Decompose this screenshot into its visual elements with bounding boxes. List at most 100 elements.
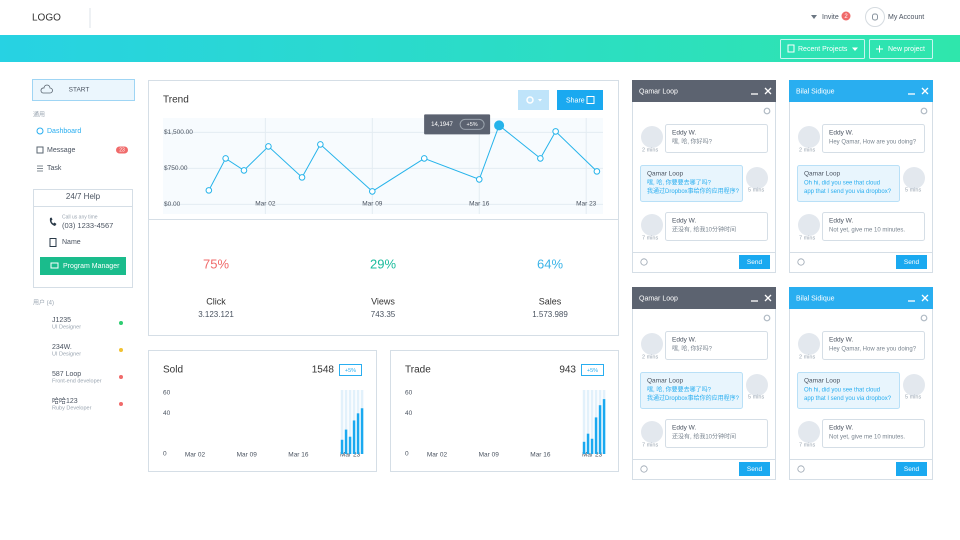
message-bubble	[640, 165, 743, 202]
account[interactable]: My Account	[888, 14, 924, 21]
trend-title: Trend	[163, 95, 189, 106]
message-bubble	[665, 331, 768, 360]
tooltip-label: 14,1947	[431, 122, 453, 128]
message-bubble	[822, 124, 925, 153]
send-button[interactable]	[896, 255, 927, 269]
invite-badge	[841, 11, 851, 21]
x-tick-label: Mar 09	[237, 452, 258, 459]
send-button[interactable]	[739, 462, 770, 476]
help-phone: (03) 1233-4567	[62, 221, 113, 230]
point	[205, 187, 213, 194]
send[interactable]: Send	[904, 466, 920, 473]
close[interactable]	[764, 294, 772, 302]
emoji-icon[interactable]	[797, 258, 805, 266]
share[interactable]: Share	[566, 97, 585, 104]
chat-header	[632, 80, 776, 102]
message-bubble	[665, 419, 768, 448]
new-project[interactable]: New project	[888, 46, 925, 53]
chat-header	[789, 287, 933, 309]
message-text: 还没有, 给我10分钟时间	[672, 433, 736, 441]
user-role: Ruby Developer	[52, 405, 92, 411]
gear-icon[interactable]	[920, 314, 928, 322]
emoji-icon[interactable]	[797, 465, 805, 473]
chat-panel: Bilal Sidique Eddy W. Hey Qamar, How are y…	[789, 80, 933, 273]
invite[interactable]: Invite	[822, 14, 839, 21]
user-name[interactable]: J1235	[52, 317, 71, 324]
y-tick-label: 0	[405, 451, 409, 458]
nav-dashboard[interactable]: Dashboard	[47, 128, 81, 135]
avatar	[798, 126, 820, 148]
point	[265, 143, 272, 150]
message-bubble	[665, 212, 768, 241]
message-time: 7 mins	[642, 235, 658, 241]
point	[552, 128, 559, 135]
x-tick-label: Mar 02	[427, 452, 448, 459]
message-bubble	[640, 372, 743, 409]
message-text: app that I send you via dropbox?	[804, 189, 892, 195]
send[interactable]: Send	[904, 259, 920, 266]
message-text: Oh hi, did you see that cloud	[804, 181, 880, 187]
nav-message[interactable]: Message	[47, 147, 76, 154]
start-button[interactable]	[32, 79, 135, 101]
share-button[interactable]	[557, 90, 603, 110]
gear-icon[interactable]	[763, 314, 771, 322]
card-total: 943	[559, 365, 576, 376]
user-role: UI Designer	[52, 351, 81, 357]
send[interactable]: Send	[747, 259, 763, 266]
bar	[344, 429, 348, 454]
close[interactable]	[921, 294, 929, 302]
nav-task[interactable]: Task	[47, 165, 62, 172]
gear-icon[interactable]	[920, 107, 928, 115]
y-tick-label: 40	[163, 410, 171, 417]
logo[interactable]: LOGO	[32, 13, 61, 24]
user-name[interactable]: 234W.	[52, 344, 72, 351]
recent-projects[interactable]: Recent Projects	[798, 46, 848, 53]
chat-panel: Bilal Sidique Eddy W. Hey Qamar, How are y…	[789, 287, 933, 480]
emoji-icon[interactable]	[640, 258, 648, 266]
message-time: 2 mins	[799, 354, 815, 360]
emoji-icon[interactable]	[640, 465, 648, 473]
invite-badge-text: 2	[844, 14, 848, 20]
message-bubble	[822, 419, 925, 448]
chat-title: Bilal Sidique	[796, 88, 835, 95]
send[interactable]: Send	[747, 466, 763, 473]
account-avatar[interactable]	[865, 7, 885, 27]
avatar	[641, 421, 663, 443]
stat-percent: 64%	[537, 256, 563, 271]
stat-label: Views	[371, 296, 395, 306]
nav-icon	[37, 165, 43, 172]
y-tick-label: $1,500.00	[164, 129, 193, 136]
chat-header	[632, 287, 776, 309]
bar	[594, 417, 598, 454]
message-sender: Eddy W.	[829, 425, 853, 432]
program-manager[interactable]: Program Manager	[63, 263, 120, 270]
user-name[interactable]: 哈哈123	[52, 396, 78, 405]
new-project-button[interactable]	[869, 39, 933, 59]
bar	[598, 405, 602, 454]
send-button[interactable]	[739, 255, 770, 269]
stat-label: Sales	[539, 296, 562, 306]
gear-icon[interactable]	[763, 107, 771, 115]
message-time: 7 mins	[799, 235, 815, 241]
point	[298, 174, 306, 181]
gear-icon	[526, 96, 534, 104]
close[interactable]	[764, 87, 772, 95]
user-name[interactable]: 587 Loop	[52, 371, 81, 378]
avatar	[903, 167, 925, 189]
message-time: 5 mins	[905, 394, 921, 400]
avatar	[641, 333, 663, 355]
point	[494, 120, 505, 131]
close[interactable]	[921, 87, 929, 95]
message-time: 2 mins	[799, 147, 815, 153]
card-title: Sold	[163, 365, 183, 376]
message-bubble	[665, 124, 768, 153]
y-tick-label: $0.00	[164, 201, 181, 208]
recent-projects-button[interactable]	[780, 39, 865, 59]
start[interactable]: START	[69, 87, 90, 94]
book-icon	[49, 238, 57, 247]
send-button[interactable]	[896, 462, 927, 476]
message-sender: Qamar Loop	[804, 171, 841, 178]
program-manager-button[interactable]	[40, 257, 126, 275]
